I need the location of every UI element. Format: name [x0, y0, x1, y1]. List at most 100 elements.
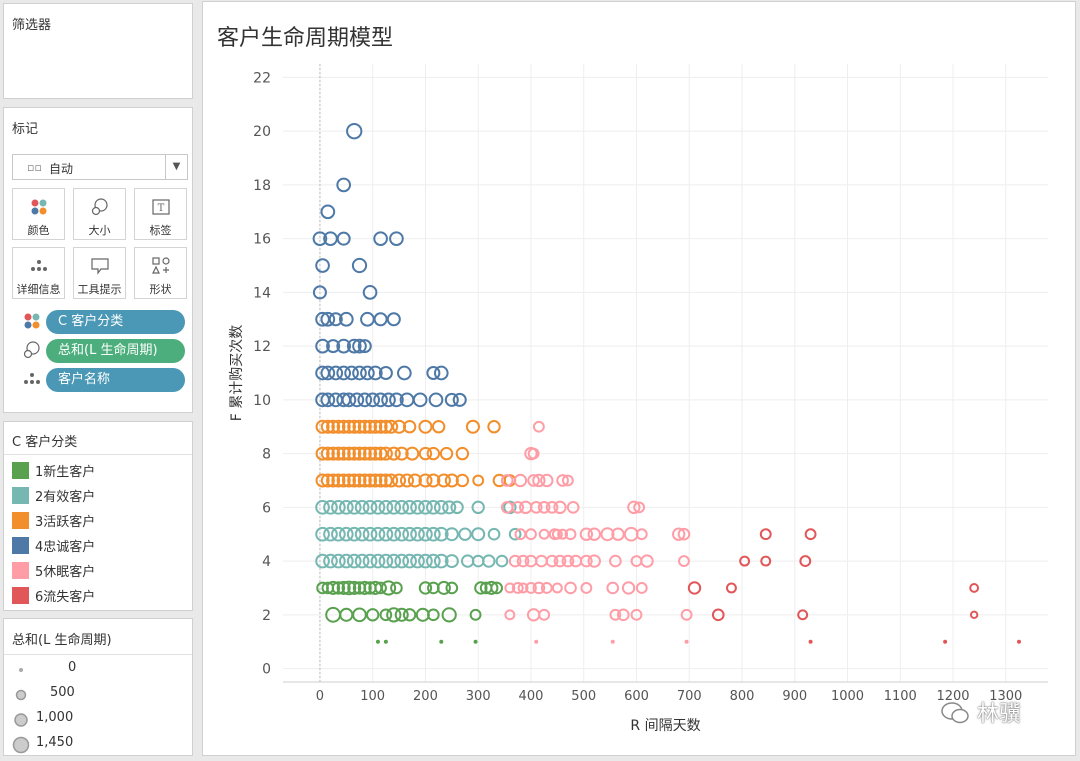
detail-icon	[22, 369, 42, 389]
data-point	[410, 553, 425, 569]
chevron-down-icon[interactable]: ▼	[165, 155, 187, 179]
legend-swatch	[12, 487, 29, 504]
data-point	[363, 419, 378, 434]
x-axis-title: R 间隔天数	[630, 718, 700, 734]
data-point	[513, 473, 528, 488]
legend-swatch	[12, 537, 29, 554]
data-point	[431, 420, 446, 434]
y-tick-label: 14	[253, 285, 271, 301]
data-point	[426, 553, 441, 569]
legend-label: 4忠诚客户	[35, 540, 96, 555]
color-legend-title: C 客户分类	[12, 435, 78, 450]
data-point	[532, 420, 545, 433]
detail-field-pill[interactable]: 客户名称	[46, 368, 185, 392]
data-point	[336, 446, 351, 461]
data-point	[347, 580, 362, 595]
data-point	[357, 392, 373, 408]
data-point	[504, 582, 516, 594]
wechat-icon	[941, 702, 969, 724]
size-legend-label: 500	[50, 685, 75, 700]
data-point	[508, 527, 522, 541]
data-point	[1016, 639, 1021, 644]
data-point	[367, 365, 383, 381]
data-point	[365, 392, 381, 408]
data-point	[627, 500, 641, 515]
data-point	[389, 231, 404, 246]
marks-card: 标记 ▫▫ 自动 ▼ 颜色 大小 T 标签	[3, 107, 193, 413]
data-point	[725, 582, 737, 594]
data-point	[517, 582, 529, 594]
data-point	[352, 473, 367, 488]
label-button[interactable]: T 标签	[134, 188, 187, 240]
data-point	[511, 501, 525, 514]
data-point	[320, 392, 336, 408]
data-point	[315, 553, 330, 569]
data-point	[315, 258, 330, 273]
data-point	[360, 311, 375, 327]
data-point	[548, 528, 561, 541]
size-field-pill[interactable]: 总和(L 生命周期)	[46, 339, 185, 363]
data-point	[473, 639, 478, 644]
color-button[interactable]: 颜色	[12, 188, 65, 240]
data-point	[323, 526, 338, 542]
filters-shelf[interactable]: 筛选器	[3, 3, 193, 99]
tooltip-button-label: 工具提示	[77, 283, 122, 296]
data-point	[384, 419, 399, 434]
detail-button-label: 详细信息	[16, 283, 61, 296]
size-icon	[74, 197, 125, 217]
size-legend-label: 0	[68, 660, 77, 675]
data-point	[341, 446, 356, 461]
data-point	[320, 311, 336, 327]
data-point	[969, 610, 979, 620]
data-point	[759, 528, 772, 541]
data-point	[427, 608, 440, 622]
data-point	[373, 312, 388, 327]
data-point	[635, 582, 648, 594]
mark-type-dropdown[interactable]: ▫▫ 自动 ▼	[12, 154, 188, 180]
x-tick-label: 1200	[936, 689, 969, 704]
data-point	[373, 392, 388, 408]
size-legend-label: 1,000	[36, 710, 74, 725]
data-point	[678, 555, 690, 567]
data-point	[672, 527, 686, 541]
data-point	[386, 446, 401, 461]
data-point	[545, 501, 559, 514]
detail-icon	[13, 256, 64, 276]
tooltip-button[interactable]: 工具提示	[73, 247, 126, 299]
size-button[interactable]: 大小	[73, 188, 126, 240]
data-point	[390, 581, 403, 595]
detail-button[interactable]: 详细信息	[12, 247, 65, 299]
data-point	[579, 527, 594, 541]
data-point	[436, 473, 451, 488]
data-point	[320, 365, 336, 381]
data-point	[326, 580, 341, 595]
data-point	[336, 580, 351, 595]
color-dots-icon	[13, 197, 64, 217]
color-dots-icon	[22, 311, 42, 331]
data-point	[623, 526, 639, 542]
data-point	[315, 419, 330, 434]
data-point	[323, 500, 338, 515]
data-point	[527, 474, 540, 487]
data-point	[315, 526, 330, 542]
data-point	[379, 608, 393, 622]
data-point	[587, 554, 601, 568]
y-tick-label: 22	[253, 70, 271, 86]
data-point	[465, 419, 480, 434]
data-point	[370, 500, 386, 515]
data-point	[352, 607, 367, 623]
data-point	[508, 554, 522, 568]
y-tick-label: 16	[253, 232, 271, 248]
data-point	[323, 553, 338, 569]
data-point	[428, 392, 444, 408]
shape-button[interactable]: 形状	[134, 247, 187, 299]
color-field-pill[interactable]: C 客户分类	[46, 310, 185, 334]
data-point	[621, 581, 636, 595]
data-point	[399, 473, 415, 488]
scatter-plot[interactable]: 0 100 200 300 400 500 600 700 800 900 1000 1100 1200…	[203, 2, 1077, 757]
data-point	[341, 419, 356, 434]
y-tick-label: 18	[253, 178, 271, 194]
data-point	[344, 365, 359, 381]
data-point	[450, 500, 464, 515]
data-point	[566, 501, 580, 514]
